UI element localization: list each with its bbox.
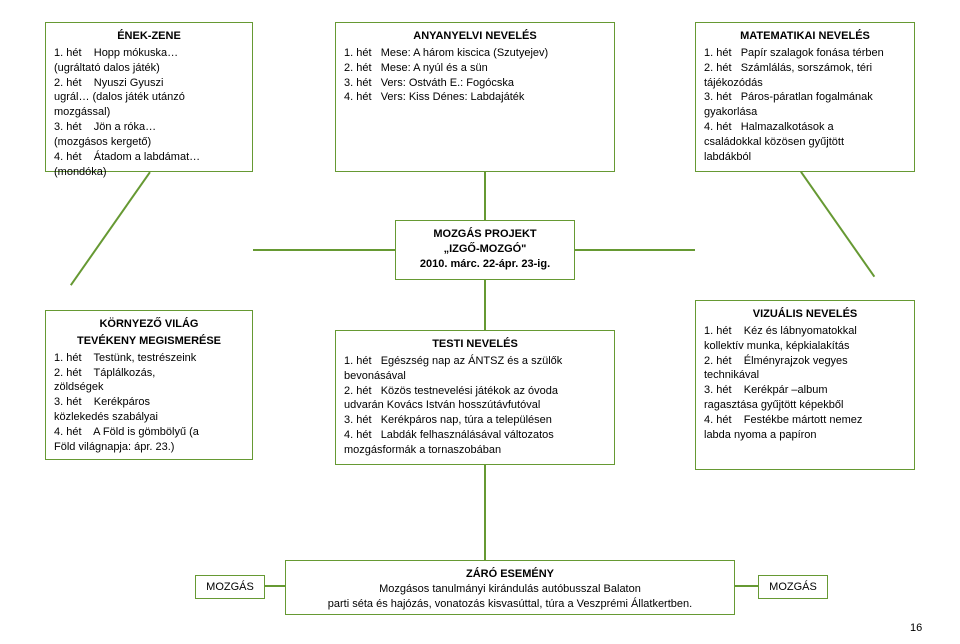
line: gyakorlása <box>704 105 906 120</box>
connector <box>575 249 695 251</box>
box-anyanyelvi: ANYANYELVI NEVELÉS 1. hét Mese: A három … <box>335 22 615 172</box>
line: családokkal közösen gyűjtött <box>704 135 906 150</box>
title-projekt: MOZGÁS PROJEKT <box>404 227 566 242</box>
line: 2010. márc. 22-ápr. 23-ig. <box>404 257 566 272</box>
box-matematikai: MATEMATIKAI NEVELÉS 1. hét Papír szalago… <box>695 22 915 172</box>
line: 3. hét Vers: Ostváth E.: Fogócska <box>344 76 606 91</box>
line: 4. hét Vers: Kiss Dénes: Labdajáték <box>344 90 606 105</box>
connector <box>800 172 875 278</box>
line: 4. hét Átadom a labdámat… <box>54 150 244 165</box>
line: 2. hét Táplálkozás, <box>54 366 244 381</box>
line: 4. hét Festékbe mártott nemez <box>704 413 906 428</box>
line: 1. hét Kéz és lábnyomatokkal <box>704 324 906 339</box>
line: 3. hét Jön a róka… <box>54 120 244 135</box>
line: bevonásával <box>344 369 606 384</box>
mozgas-left-label: MOZGÁS <box>206 581 254 593</box>
box-enek-zene: ÉNEK-ZENE 1. hét Hopp mókuska… (ugráltat… <box>45 22 253 172</box>
line: Föld világnapja: ápr. 23.) <box>54 440 244 455</box>
line: 2. hét Számlálás, sorszámok, téri <box>704 61 906 76</box>
connector <box>484 280 486 330</box>
title-testi: TESTI NEVELÉS <box>344 337 606 352</box>
line: 4. hét Labdák felhasználásával változato… <box>344 428 606 443</box>
line: 2. hét Élményrajzok vegyes <box>704 354 906 369</box>
line: udvarán Kovács István hosszútávfutóval <box>344 398 606 413</box>
line: 1. hét Hopp mókuska… <box>54 46 244 61</box>
line: 4. hét A Föld is gömbölyű (a <box>54 425 244 440</box>
line: kollektív munka, képkialakítás <box>704 339 906 354</box>
title-anyanyelvi: ANYANYELVI NEVELÉS <box>344 29 606 44</box>
box-mozgas-right: MOZGÁS <box>758 575 828 599</box>
line: mozgásformák a tornaszobában <box>344 443 606 458</box>
line: 3. hét Páros-páratlan fogalmának <box>704 90 906 105</box>
line: közlekedés szabályai <box>54 410 244 425</box>
line: technikával <box>704 368 906 383</box>
box-kornyezo: KÖRNYEZŐ VILÁG TEVÉKENY MEGISMERÉSE 1. h… <box>45 310 253 460</box>
line: 3. hét Kerékpáros <box>54 395 244 410</box>
connector <box>265 585 285 587</box>
page-number: 16 <box>910 622 922 634</box>
line: 1. hét Mese: A három kiscica (Szutyejev) <box>344 46 606 61</box>
title-enek: ÉNEK-ZENE <box>54 29 244 44</box>
box-projekt: MOZGÁS PROJEKT „IZGŐ-MOZGÓ" 2010. márc. … <box>395 220 575 280</box>
line: 2. hét Nyuszi Gyuszi <box>54 76 244 91</box>
line: 2. hét Közös testnevelési játékok az óvo… <box>344 384 606 399</box>
connector <box>484 465 486 560</box>
line: zöldségek <box>54 380 244 395</box>
title2-kornyezo: TEVÉKENY MEGISMERÉSE <box>54 334 244 349</box>
line: (mozgásos kergető) <box>54 135 244 150</box>
line: 1. hét Egészség nap az ÁNTSZ és a szülők <box>344 354 606 369</box>
box-zaro: ZÁRÓ ESEMÉNY Mozgásos tanulmányi kirándu… <box>285 560 735 615</box>
line: 4. hét Halmazalkotások a <box>704 120 906 135</box>
line: labdákból <box>704 150 906 165</box>
box-vizualis: VIZUÁLIS NEVELÉS 1. hét Kéz és lábnyomat… <box>695 300 915 470</box>
line: 1. hét Papír szalagok fonása térben <box>704 46 906 61</box>
connector <box>70 172 150 286</box>
mozgas-right-label: MOZGÁS <box>769 581 817 593</box>
line: 1. hét Testünk, testrészeink <box>54 351 244 366</box>
line: 3. hét Kerékpáros nap, túra a települése… <box>344 413 606 428</box>
line: 2. hét Mese: A nyúl és a sün <box>344 61 606 76</box>
line: parti séta és hajózás, vonatozás kisvasú… <box>296 597 724 612</box>
connector <box>253 249 395 251</box>
line: ragasztása gyűjtött képekből <box>704 398 906 413</box>
line: Mozgásos tanulmányi kirándulás autóbussz… <box>296 582 724 597</box>
line: ugrál… (dalos játék utánzó <box>54 90 244 105</box>
box-testi: TESTI NEVELÉS 1. hét Egészség nap az ÁNT… <box>335 330 615 465</box>
line: labda nyoma a papíron <box>704 428 906 443</box>
line: 3. hét Kerékpár –album <box>704 383 906 398</box>
title-vizualis: VIZUÁLIS NEVELÉS <box>704 307 906 322</box>
line: (mondóka) <box>54 165 244 180</box>
line: (ugráltató dalos játék) <box>54 61 244 76</box>
title-zaro: ZÁRÓ ESEMÉNY <box>296 567 724 582</box>
line: tájékozódás <box>704 76 906 91</box>
connector <box>484 172 486 220</box>
page-number-value: 16 <box>910 622 922 634</box>
title-matematikai: MATEMATIKAI NEVELÉS <box>704 29 906 44</box>
title-kornyezo: KÖRNYEZŐ VILÁG <box>54 317 244 332</box>
line: „IZGŐ-MOZGÓ" <box>404 242 566 257</box>
box-mozgas-left: MOZGÁS <box>195 575 265 599</box>
connector <box>735 585 758 587</box>
line: mozgással) <box>54 105 244 120</box>
